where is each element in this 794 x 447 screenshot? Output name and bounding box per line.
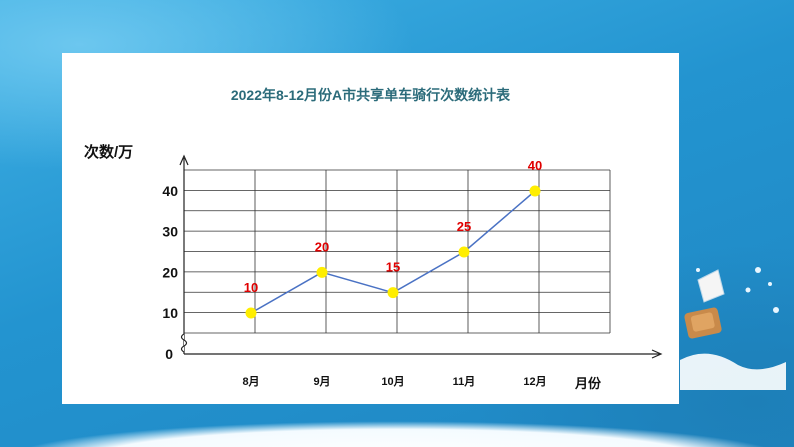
decorative-illustration [680, 267, 786, 390]
y-tick-label: 10 [162, 305, 178, 321]
chart-card [62, 53, 679, 404]
data-point [316, 266, 328, 278]
data-point [458, 246, 470, 258]
x-axis-label: 月份 [575, 376, 602, 391]
x-tick-label: 8月 [242, 375, 259, 388]
data-label: 20 [315, 239, 329, 254]
data-label: 10 [244, 280, 258, 295]
data-label: 40 [528, 158, 542, 173]
y-tick-label: 20 [162, 264, 178, 280]
y-axis-label: 次数/万 [84, 144, 134, 161]
y-tick-label: 30 [162, 224, 178, 240]
data-label: 25 [457, 219, 471, 234]
data-label: 15 [386, 260, 400, 275]
chart-title: 2022年8-12月份A市共享单车骑行次数统计表 [230, 87, 511, 103]
x-tick-label: 9月 [313, 375, 330, 388]
data-point [245, 307, 257, 319]
x-tick-label: 11月 [453, 375, 476, 388]
y-axis-arrow [179, 154, 189, 166]
x-axis-arrow [651, 349, 663, 359]
data-point [387, 287, 399, 299]
x-tick-label: 10月 [381, 375, 404, 388]
y-tick-label: 40 [162, 183, 178, 199]
y-tick-label: 0 [165, 346, 173, 362]
data-point [529, 185, 541, 197]
x-tick-label: 12月 [523, 375, 546, 388]
axis-break-mark [180, 333, 188, 353]
